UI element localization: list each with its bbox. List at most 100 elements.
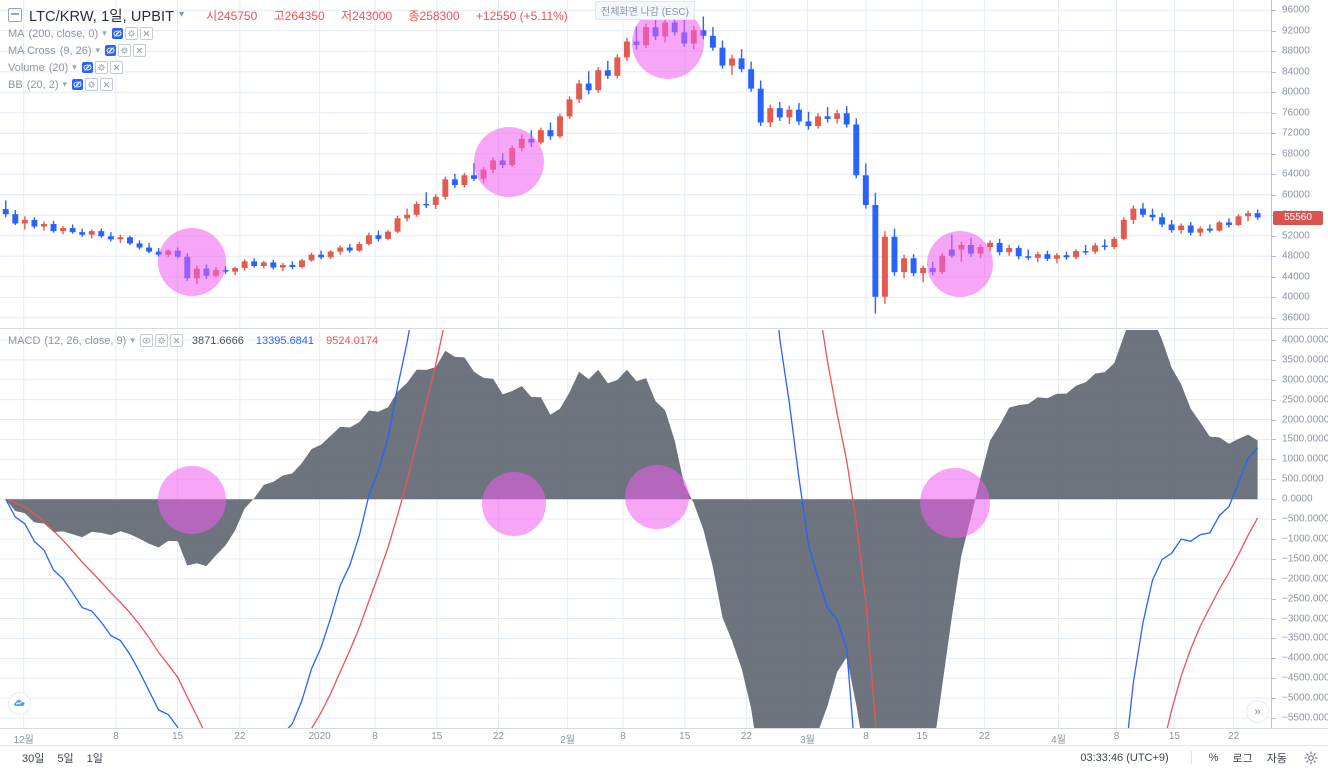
macd-axis-tick bbox=[1272, 598, 1276, 600]
price-axis-label: 72000 bbox=[1282, 127, 1310, 139]
price-axis-tick bbox=[1272, 235, 1276, 237]
macd-name[interactable]: MACD bbox=[8, 334, 41, 347]
log-scale-button[interactable]: 로그 bbox=[1232, 752, 1253, 765]
eye-icon[interactable] bbox=[81, 62, 93, 73]
time-axis[interactable]: 12월 8 15 22 2020 8 15 22 2월 8 15 22 3월 8 15 22 4월 8 15 22 bbox=[0, 729, 1271, 746]
indicator-params[interactable]: (9, 26) bbox=[59, 44, 92, 57]
price-axis-tick bbox=[1272, 276, 1276, 278]
indicator-name[interactable]: BB bbox=[8, 78, 23, 91]
indicator-name[interactable]: MA bbox=[8, 27, 25, 40]
price-chart-canvas[interactable] bbox=[0, 0, 1271, 328]
price-axis-tick bbox=[1272, 30, 1276, 32]
chevron-down-icon[interactable]: ▾ bbox=[72, 62, 77, 72]
range-button[interactable]: 1일 bbox=[86, 752, 103, 765]
indicator-params[interactable]: (20) bbox=[48, 61, 69, 74]
macd-values: 3871.6666 13395.6841 9524.0174 bbox=[192, 335, 387, 347]
close-icon[interactable] bbox=[100, 78, 114, 91]
time-axis-label: 22 bbox=[234, 731, 246, 742]
gear-icon[interactable] bbox=[1302, 749, 1320, 767]
indicator-row-ma-cross[interactable]: MA Cross (9, 26) ▾ bbox=[8, 42, 581, 59]
auto-scale-button[interactable]: 자동 bbox=[1266, 752, 1287, 765]
eye-icon[interactable] bbox=[111, 28, 123, 39]
clock-label[interactable]: 03:33:46 (UTC+9) bbox=[1080, 751, 1169, 764]
macd-axis-label: 0.0000 bbox=[1282, 493, 1313, 505]
high-label: 고 bbox=[273, 8, 285, 23]
macd-axis[interactable]: 4000.0000 3500.0000 3000.0000 2500.0000 2000… bbox=[1272, 330, 1328, 728]
indicator-list: MA (200, close, 0) ▾ MA Cross (9, 26) ▾ Volume… bbox=[8, 25, 581, 93]
price-axis-label: 44000 bbox=[1282, 271, 1310, 283]
gear-icon[interactable] bbox=[124, 27, 138, 40]
price-axis-tick bbox=[1272, 194, 1276, 196]
close-icon[interactable] bbox=[109, 61, 123, 74]
chevron-down-icon[interactable]: ▾ bbox=[95, 45, 101, 55]
high-value: 264350 bbox=[284, 8, 325, 23]
gear-icon[interactable] bbox=[118, 44, 132, 57]
indicator-params[interactable]: (200, close, 0) bbox=[28, 27, 99, 40]
current-price-badge[interactable]: 55560 bbox=[1273, 210, 1323, 225]
time-axis-label: 8 bbox=[863, 731, 869, 742]
chevron-down-icon[interactable]: ▾ bbox=[130, 335, 135, 345]
gear-icon[interactable] bbox=[94, 61, 108, 74]
macd-params[interactable]: (12, 26, close, 9) bbox=[44, 334, 127, 347]
macd-axis-label: −3000.0000 bbox=[1282, 613, 1328, 625]
macd-axis-tick bbox=[1272, 678, 1276, 680]
time-axis-label: 8 bbox=[620, 731, 626, 742]
indicator-buttons bbox=[105, 44, 147, 57]
macd-axis-tick bbox=[1272, 339, 1276, 341]
tradingview-cloud-logo-icon bbox=[8, 692, 31, 715]
price-axis[interactable]: 96000 92000 88000 84000 80000 76000 72000 68000… bbox=[1272, 0, 1328, 328]
macd-chart-canvas[interactable] bbox=[0, 330, 1271, 728]
indicator-row-volume[interactable]: Volume (20) ▾ bbox=[8, 59, 581, 76]
macd-signal-value: 9524.0174 bbox=[326, 334, 379, 347]
close-icon[interactable] bbox=[139, 27, 153, 40]
macd-legend-row[interactable]: MACD (12, 26, close, 9) ▾ 3871.6666 1339… bbox=[8, 332, 387, 349]
indicator-params[interactable]: (20, 2) bbox=[26, 78, 59, 91]
percent-scale-button[interactable]: % bbox=[1208, 751, 1219, 764]
range-button[interactable]: 30일 bbox=[22, 752, 45, 765]
eye-icon[interactable] bbox=[105, 45, 117, 56]
close-icon[interactable] bbox=[169, 334, 183, 347]
macd-axis-label: 3500.0000 bbox=[1282, 354, 1328, 366]
collapse-box-icon[interactable] bbox=[8, 8, 22, 22]
indicator-name[interactable]: Volume bbox=[8, 61, 45, 74]
macd-axis-tick bbox=[1272, 538, 1276, 540]
low-value: 243000 bbox=[352, 8, 393, 23]
time-axis-label: 15 bbox=[172, 731, 184, 742]
change-percent: (+5.11%) bbox=[519, 8, 568, 23]
chevron-down-icon[interactable]: ▾ bbox=[102, 28, 107, 38]
range-button[interactable]: 5일 bbox=[57, 752, 74, 765]
macd-axis-tick bbox=[1272, 578, 1276, 580]
close-icon[interactable] bbox=[133, 44, 147, 57]
symbol-row[interactable]: LTC/KRW, 1일, UPBIT ▾ 시245750 고264350 저24… bbox=[8, 5, 581, 25]
indicator-row-bb[interactable]: BB (20, 2) ▾ bbox=[8, 76, 581, 93]
eye-icon[interactable] bbox=[139, 334, 153, 347]
time-axis-label: 4월 bbox=[1051, 735, 1066, 746]
chevron-down-icon[interactable]: ▾ bbox=[179, 9, 185, 20]
time-axis-label: 22 bbox=[740, 731, 752, 742]
macd-axis-tick bbox=[1272, 698, 1276, 700]
price-axis-tick bbox=[1272, 71, 1276, 73]
double-chevron-right-icon[interactable]: » bbox=[1246, 700, 1269, 723]
time-axis-label: 22 bbox=[1228, 731, 1240, 742]
gear-icon[interactable] bbox=[154, 334, 168, 347]
macd-axis-tick bbox=[1272, 499, 1276, 501]
price-axis-label: 92000 bbox=[1282, 25, 1310, 37]
indicator-buttons bbox=[72, 78, 114, 91]
time-axis-label: 2020 bbox=[308, 731, 331, 742]
indicator-row-ma[interactable]: MA (200, close, 0) ▾ bbox=[8, 25, 581, 42]
symbol-title[interactable]: LTC/KRW, 1일, UPBIT bbox=[29, 8, 175, 25]
indicator-buttons bbox=[111, 27, 153, 40]
indicator-name[interactable]: MA Cross bbox=[8, 44, 56, 57]
price-chart-pane[interactable] bbox=[0, 0, 1271, 328]
macd-axis-tick bbox=[1272, 618, 1276, 620]
macd-chart-pane[interactable] bbox=[0, 330, 1271, 728]
macd-axis-tick bbox=[1272, 718, 1276, 720]
quote-values: 시245750 고264350 저243000 종258300 +12550 (… bbox=[206, 7, 581, 24]
close-label: 종 bbox=[408, 8, 420, 23]
bottom-divider bbox=[1190, 751, 1192, 764]
time-axis-label: 3월 bbox=[800, 735, 815, 746]
gear-icon[interactable] bbox=[85, 78, 99, 91]
eye-icon[interactable] bbox=[72, 79, 84, 90]
time-axis-label: 15 bbox=[916, 731, 928, 742]
chevron-down-icon[interactable]: ▾ bbox=[62, 79, 68, 89]
